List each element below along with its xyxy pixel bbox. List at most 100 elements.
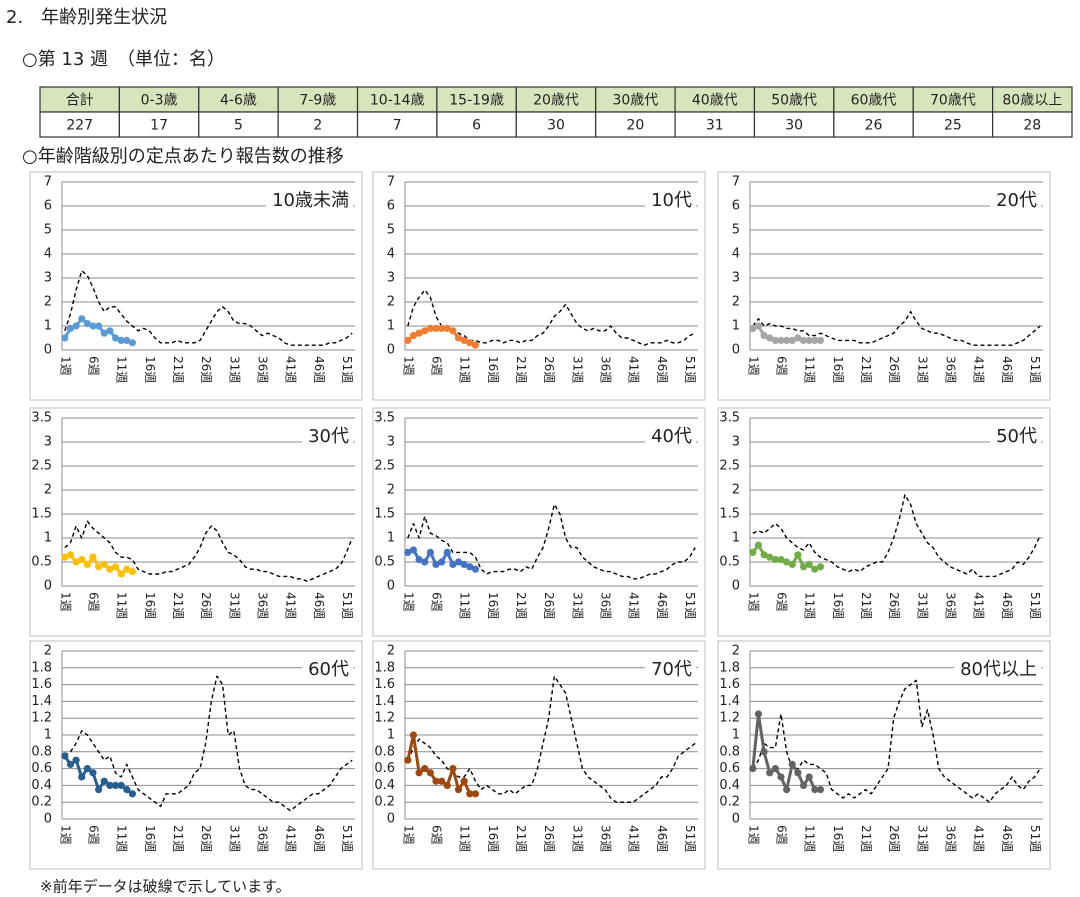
x-tick-label: 11週 — [458, 356, 472, 383]
table-value: 20 — [626, 118, 644, 134]
x-tick-label: 51週 — [1028, 356, 1042, 383]
table-header: 50歳代 — [771, 93, 817, 109]
point — [749, 765, 757, 773]
y-tick-label: 0.4 — [31, 778, 52, 793]
y-tick-label: 1.6 — [31, 677, 52, 692]
point — [777, 773, 785, 781]
y-tick-label: 3 — [387, 435, 395, 450]
x-tick-label: 6週 — [774, 592, 788, 612]
y-tick-label: 1 — [387, 728, 395, 743]
table-value-cell — [833, 111, 914, 138]
previous-year-line — [64, 675, 353, 812]
table-value: 2 — [313, 118, 322, 134]
x-tick-label: 26週 — [887, 825, 901, 852]
x-tick-label: 41週 — [972, 356, 986, 383]
chart-title-bg — [302, 424, 353, 449]
previous-year-line — [752, 310, 1041, 346]
x-tick-label: 21週 — [859, 356, 873, 383]
x-tick-label: 6週 — [86, 592, 100, 612]
chart: 0 0.5 1 1.5 2 2.5 3 3.5 1週 6週 11週 16週 21週 26週 31週 36週 41… — [372, 407, 706, 637]
table-value-cell — [674, 111, 756, 138]
point — [749, 324, 757, 332]
x-tick-label: 6週 — [86, 356, 100, 376]
x-tick-label: 21週 — [514, 356, 528, 383]
point — [816, 563, 825, 571]
point — [421, 327, 429, 335]
y-tick-label: 0.2 — [719, 795, 740, 810]
x-tick-label: 6週 — [429, 825, 443, 845]
table-header: 40歳代 — [692, 93, 738, 109]
chart-title: 60代 — [308, 659, 349, 680]
x-tick-label: 36週 — [256, 825, 270, 852]
x-tick-label: 46週 — [1000, 825, 1014, 852]
x-tick-label: 1週 — [401, 356, 415, 376]
x-tick-label: 1週 — [746, 825, 760, 845]
y-tick-label: 2 — [44, 644, 52, 659]
y-tick-label: 0 — [732, 812, 740, 827]
table-value-cell — [912, 111, 994, 138]
chart-title: 50代 — [996, 426, 1037, 447]
footnote: ※前年データは破線で示しています。 — [40, 878, 291, 896]
point — [404, 336, 412, 344]
point — [72, 756, 80, 764]
x-tick-label: 46週 — [312, 825, 326, 852]
point — [788, 336, 796, 344]
point — [106, 327, 114, 335]
previous-year-line — [752, 679, 1041, 803]
y-tick-label: 7 — [732, 175, 740, 190]
point — [83, 765, 91, 773]
point — [117, 336, 125, 344]
table-header: 60歳代 — [851, 93, 897, 109]
table-header: 合計 — [66, 93, 94, 109]
y-tick-label: 0.8 — [31, 744, 52, 759]
point — [811, 786, 819, 794]
point — [460, 777, 468, 785]
x-tick-label: 31週 — [570, 356, 584, 383]
y-tick-label: 1 — [387, 531, 395, 546]
point — [61, 752, 69, 760]
chart: 0 1 2 3 4 5 6 7 1週 6週 11週 16週 21週 26週 31週 36週 41週 46週 51週 1… — [372, 171, 706, 401]
point — [783, 558, 791, 566]
point — [794, 551, 802, 559]
x-tick-label: 31週 — [227, 825, 241, 852]
x-tick-label: 16週 — [143, 592, 157, 619]
x-tick-label: 16週 — [831, 356, 845, 383]
point — [83, 560, 91, 569]
point — [83, 320, 91, 328]
table-value: 31 — [706, 118, 724, 134]
table-header-cell — [515, 86, 597, 113]
y-tick-label: 0.5 — [374, 555, 395, 570]
point — [449, 765, 457, 773]
x-tick-label: 1週 — [58, 592, 72, 612]
section-title: 2. 年齢別発生状況 — [6, 7, 167, 28]
x-tick-label: 6週 — [774, 825, 788, 845]
chart-title: 30代 — [308, 426, 349, 447]
y-tick-label: 1.6 — [719, 677, 740, 692]
x-tick-label: 41週 — [627, 356, 641, 383]
point — [95, 786, 103, 794]
x-tick-label: 41週 — [972, 825, 986, 852]
chart-title-bg — [266, 188, 353, 213]
previous-year-line — [407, 675, 696, 803]
point — [404, 756, 412, 764]
chart-title: 20代 — [996, 190, 1037, 211]
table-value-cell — [39, 111, 120, 138]
point — [816, 336, 825, 344]
point — [415, 329, 423, 337]
chart: 0 0.5 1 1.5 2 2.5 3 3.5 1週 6週 11週 16週 21週 26週 31週 36週 41… — [29, 407, 363, 637]
x-tick-label: 16週 — [143, 356, 157, 383]
point — [811, 336, 819, 344]
y-tick-label: 2 — [387, 483, 395, 498]
previous-year-line — [407, 289, 696, 346]
table-value-cell — [436, 111, 517, 138]
point — [100, 329, 108, 337]
chart-title-bg — [645, 424, 696, 449]
y-tick-label: 3.5 — [31, 411, 52, 426]
point — [799, 781, 808, 790]
x-tick-label: 16週 — [486, 356, 500, 383]
point — [100, 777, 108, 785]
x-tick-label: 51週 — [340, 592, 354, 619]
x-tick-label: 1週 — [401, 825, 415, 845]
x-tick-label: 16週 — [831, 592, 845, 619]
